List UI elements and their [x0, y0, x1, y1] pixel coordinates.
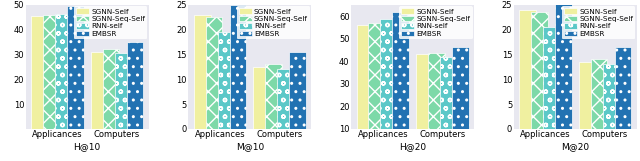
- Bar: [31, 16, 48, 129]
- Bar: [392, 12, 409, 151]
- Bar: [230, 5, 246, 129]
- Bar: [416, 54, 433, 151]
- Bar: [289, 52, 306, 129]
- Bar: [115, 53, 131, 129]
- Legend: SGNN-Self, SGNN-Seq-Self, RNN-self, EMBSR: SGNN-Self, SGNN-Seq-Self, RNN-self, EMBS…: [562, 6, 636, 39]
- Bar: [603, 64, 620, 129]
- X-axis label: M@10: M@10: [236, 142, 264, 151]
- Bar: [55, 14, 72, 129]
- Bar: [206, 17, 223, 129]
- Bar: [579, 62, 595, 129]
- Bar: [519, 10, 536, 129]
- Bar: [253, 67, 270, 129]
- Bar: [591, 59, 607, 129]
- Bar: [277, 69, 294, 129]
- Legend: SGNN-Self, SGNN-Seq-Self, RNN-self, EMBSR: SGNN-Self, SGNN-Seq-Self, RNN-self, EMBS…: [74, 6, 147, 39]
- Bar: [531, 12, 548, 129]
- Bar: [218, 32, 234, 129]
- Bar: [543, 27, 560, 129]
- Bar: [102, 49, 119, 129]
- Bar: [43, 15, 60, 129]
- Bar: [452, 47, 468, 151]
- X-axis label: M@20: M@20: [561, 142, 589, 151]
- Bar: [127, 42, 143, 129]
- Bar: [265, 64, 282, 129]
- Bar: [428, 53, 445, 151]
- Legend: SGNN-Self, SGNN-Seq-Self, RNN-self, EMBSR: SGNN-Self, SGNN-Seq-Self, RNN-self, EMBS…: [399, 6, 473, 39]
- Bar: [440, 57, 456, 151]
- Bar: [369, 23, 385, 151]
- X-axis label: H@20: H@20: [399, 142, 426, 151]
- Bar: [91, 52, 108, 129]
- Bar: [356, 25, 373, 151]
- Bar: [555, 0, 572, 129]
- Legend: SGNN-Self, SGNN-Seq-Self, RNN-self, EMBSR: SGNN-Self, SGNN-Seq-Self, RNN-self, EMBS…: [237, 6, 310, 39]
- Bar: [67, 6, 84, 129]
- Bar: [194, 15, 211, 129]
- Bar: [614, 47, 631, 129]
- Bar: [381, 19, 397, 151]
- X-axis label: H@10: H@10: [74, 142, 101, 151]
